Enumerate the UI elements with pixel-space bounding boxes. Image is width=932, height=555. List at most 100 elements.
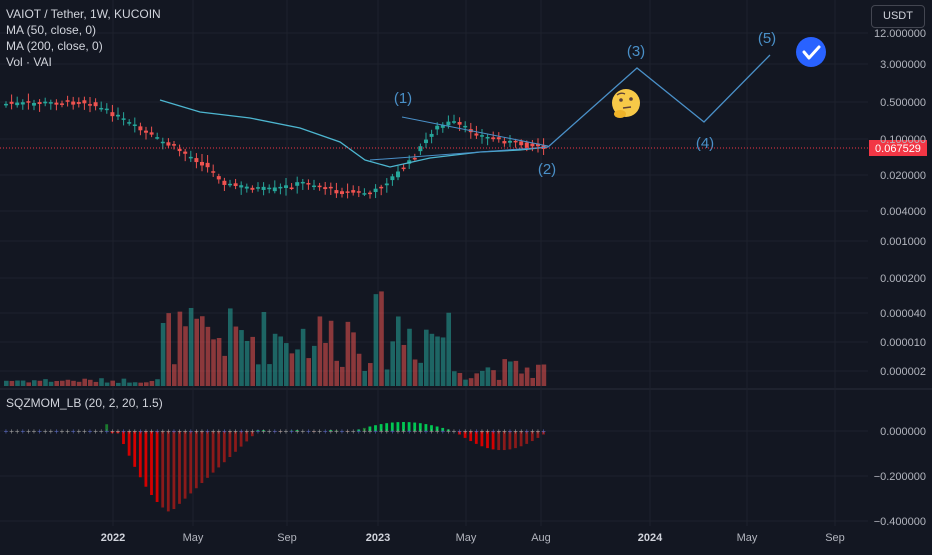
squeeze-dot: + [536, 427, 541, 436]
squeeze-dot: + [272, 427, 277, 436]
emoji-hand [614, 110, 626, 118]
squeeze-dot: + [267, 427, 272, 436]
squeeze-dot: + [396, 427, 401, 436]
volume-legend[interactable]: Vol · VAI [6, 55, 52, 69]
squeeze-dot: + [452, 427, 457, 436]
candle-body [132, 124, 137, 127]
candle-body [513, 140, 518, 143]
squeeze-dot: + [384, 427, 389, 436]
squeeze-dot: + [519, 427, 524, 436]
squeeze-bar [228, 431, 232, 458]
volume-bar [127, 382, 132, 386]
squeeze-dot: + [71, 427, 76, 436]
candle-body [239, 185, 244, 188]
candle-body [183, 151, 188, 154]
squeeze-bar [374, 425, 377, 431]
volume-bar [144, 382, 149, 386]
squeeze-bar [357, 429, 361, 431]
time-tick-label: May [183, 532, 204, 544]
candle-body [284, 185, 288, 188]
squeeze-dot: + [295, 427, 300, 436]
volume-bar [244, 340, 250, 386]
candle-body [440, 124, 445, 128]
squeeze-dot: + [172, 427, 177, 436]
volume-bar [295, 349, 300, 386]
candle-body [138, 126, 143, 131]
time-tick-label: Sep [825, 532, 845, 544]
squeeze-momentum-bars: + + + + + + + + + + + + + + + + + + + + + + + + + + + + + + + + + + + + + + + +… [4, 422, 546, 512]
currency-button[interactable]: USDT [871, 5, 925, 28]
squeeze-bar [519, 431, 523, 447]
sqzmom-legend[interactable]: SQZMOM_LB (20, 2, 20, 1.5) [6, 396, 163, 410]
squeeze-bar [368, 426, 372, 431]
volume-bar [468, 378, 474, 386]
volume-bar [384, 369, 390, 386]
volume-bar [334, 360, 339, 386]
squeeze-dot: + [250, 427, 255, 436]
volume-bar [71, 380, 76, 386]
symbol-title[interactable]: VAIOT / Tether, 1W, KUCOIN [6, 7, 161, 21]
squeeze-bar [446, 429, 450, 431]
squeeze-dot: + [194, 427, 199, 436]
time-tick-label: May [456, 532, 477, 544]
candle-body [272, 187, 277, 192]
candle-body [536, 143, 540, 147]
volume-bar [256, 364, 261, 386]
squeeze-dot: + [233, 427, 238, 436]
emoji-eye-right [629, 97, 633, 101]
volume-bar [446, 312, 451, 386]
price-tick-label: 0.500000 [880, 97, 926, 109]
candle-body [474, 133, 479, 136]
ma50-legend[interactable]: MA (50, close, 0) [6, 23, 97, 37]
volume-bar [155, 379, 160, 386]
ma200-legend[interactable]: MA (200, close, 0) [6, 39, 103, 53]
squeeze-bar [110, 431, 114, 434]
time-tick-label: Sep [277, 532, 297, 544]
volume-bar [26, 382, 31, 386]
squeeze-dot: + [474, 427, 479, 436]
volume-bar [418, 362, 423, 386]
squeeze-bar [211, 431, 215, 473]
candle-body [379, 186, 384, 189]
volume-bar [54, 380, 59, 386]
candle-body [43, 101, 48, 104]
squeeze-bar [278, 431, 282, 432]
squeeze-dot: + [541, 427, 546, 436]
squeeze-dot: + [480, 427, 485, 436]
emoji-eye-left [619, 98, 623, 102]
squeeze-dot: + [37, 427, 42, 436]
blue-checkmark-badge [796, 37, 826, 67]
squeeze-bar [514, 431, 517, 449]
squeeze-bar [290, 430, 293, 431]
squeeze-bar [491, 431, 495, 450]
squeeze-dot: + [289, 427, 294, 436]
volume-bar [440, 337, 446, 386]
candle-body [93, 102, 98, 107]
squeeze-dot: + [373, 427, 378, 436]
squeeze-dot: + [99, 427, 104, 436]
candle-body [401, 167, 406, 170]
candle-body [20, 102, 25, 105]
squeeze-bar [525, 431, 529, 444]
volume-bar [20, 380, 26, 386]
squeeze-dot: + [317, 427, 322, 436]
volume-bar [88, 379, 93, 386]
candle-body [177, 148, 182, 152]
squeeze-bar [178, 431, 181, 504]
volume-bar [160, 322, 166, 386]
squeeze-bar [542, 431, 545, 435]
squeeze-dot: + [15, 427, 20, 436]
volume-bar [177, 311, 183, 386]
candle-body [312, 185, 316, 188]
checkmark-icon [802, 45, 821, 60]
volume-bar [172, 364, 177, 386]
volume-bar [530, 377, 535, 386]
candle-body [54, 102, 59, 105]
volume-bar [48, 381, 54, 386]
squeeze-dot: + [228, 427, 233, 436]
candle-body [160, 141, 165, 144]
volume-bar [502, 359, 507, 386]
volume-bar [132, 382, 138, 386]
